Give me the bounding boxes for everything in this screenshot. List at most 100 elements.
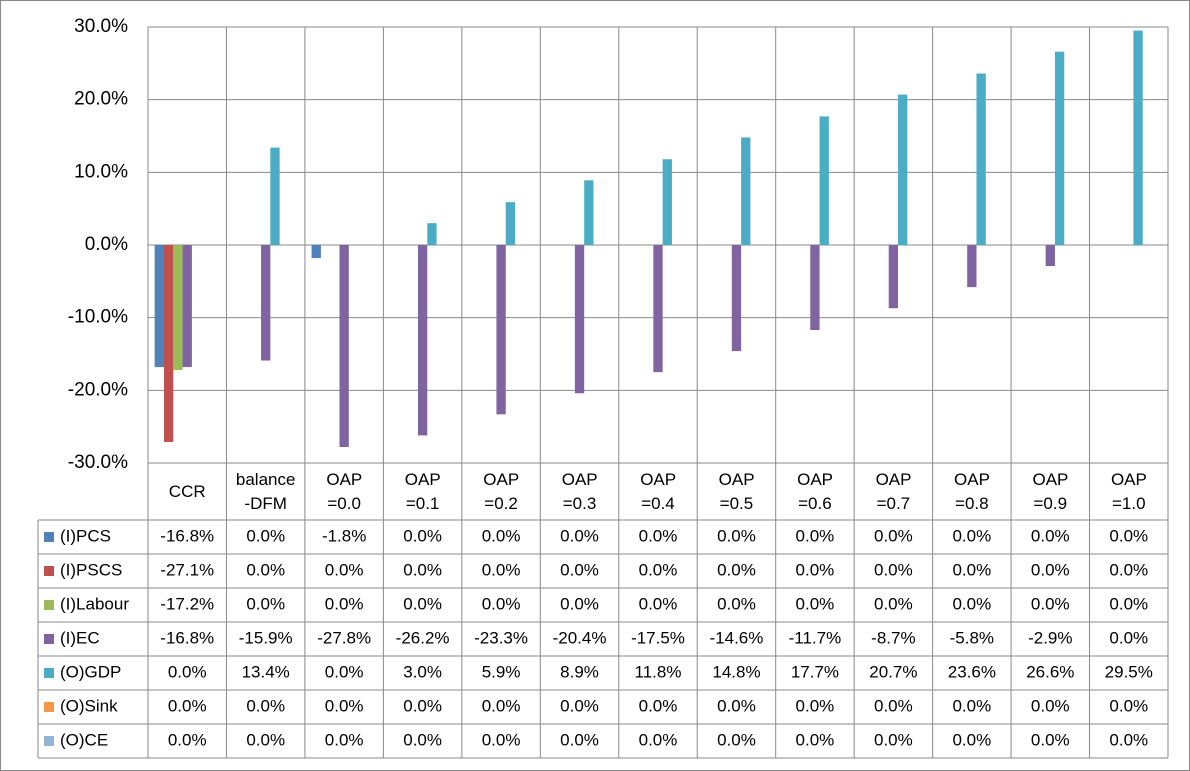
table-cell: 20.7% bbox=[869, 662, 917, 681]
bar bbox=[1054, 51, 1065, 245]
x-tick-label: CCR bbox=[168, 481, 206, 501]
legend-label: (I)Labour bbox=[60, 594, 129, 613]
category-header: OAP =0.8 bbox=[933, 463, 1011, 520]
x-tick-label: OAP =0.4 bbox=[640, 469, 677, 513]
table-cell: 0.0% bbox=[874, 560, 913, 579]
legend-label: (O)GDP bbox=[60, 662, 121, 681]
table-cell: -2.9% bbox=[1028, 628, 1072, 647]
x-tick-label: OAP =0.2 bbox=[483, 469, 520, 513]
category-header: OAP =0.4 bbox=[619, 463, 697, 520]
y-tick-label: 20.0% bbox=[74, 89, 128, 110]
table-cell: 14.8% bbox=[712, 662, 760, 681]
bar bbox=[311, 245, 321, 259]
table-cell: 0.0% bbox=[874, 696, 913, 715]
table-cell: 0.0% bbox=[874, 730, 913, 749]
x-tick-label: OAP =0.7 bbox=[875, 469, 912, 513]
bar bbox=[182, 245, 192, 368]
table-cell: 0.0% bbox=[952, 696, 991, 715]
legend-swatch bbox=[44, 532, 54, 542]
legend-swatch bbox=[44, 600, 54, 610]
x-tick-label: OAP =0.1 bbox=[404, 469, 441, 513]
legend-label: (I)PSCS bbox=[60, 560, 122, 579]
table-cell: 0.0% bbox=[874, 526, 913, 545]
table-cell: 0.0% bbox=[325, 662, 364, 681]
table-cell: 0.0% bbox=[796, 696, 835, 715]
table-cell: 0.0% bbox=[1109, 594, 1148, 613]
legend-swatch bbox=[44, 702, 54, 712]
table-cell: 0.0% bbox=[168, 730, 207, 749]
table-cell: 0.0% bbox=[952, 560, 991, 579]
bar bbox=[505, 202, 516, 245]
table-cell: 0.0% bbox=[639, 526, 678, 545]
table-cell: -23.3% bbox=[474, 628, 528, 647]
category-header: CCR bbox=[148, 463, 226, 520]
table-cell: 0.0% bbox=[482, 560, 521, 579]
table-cell: 0.0% bbox=[639, 696, 678, 715]
table-cell: 0.0% bbox=[482, 730, 521, 749]
x-tick-label: OAP =0.6 bbox=[797, 469, 834, 513]
legend-label: (I)EC bbox=[60, 628, 100, 647]
table-cell: 0.0% bbox=[952, 730, 991, 749]
table-cell: 0.0% bbox=[796, 560, 835, 579]
table-cell: 0.0% bbox=[560, 730, 599, 749]
table-cell: -17.2% bbox=[160, 594, 214, 613]
table-cell: -20.4% bbox=[553, 628, 607, 647]
table-cell: 0.0% bbox=[796, 526, 835, 545]
category-header: OAP =0.3 bbox=[540, 463, 618, 520]
bar bbox=[741, 137, 751, 245]
bar bbox=[584, 180, 594, 245]
bar bbox=[270, 147, 280, 245]
x-tick-label: OAP =0.9 bbox=[1032, 469, 1069, 513]
table-cell: 0.0% bbox=[1109, 526, 1148, 545]
bar bbox=[163, 245, 174, 442]
table-cell: 0.0% bbox=[717, 696, 756, 715]
legend-label: (O)CE bbox=[60, 730, 108, 749]
bar bbox=[417, 245, 428, 436]
bar bbox=[731, 245, 742, 352]
table-cell: 0.0% bbox=[560, 560, 599, 579]
table-cell: 0.0% bbox=[403, 696, 442, 715]
category-header: OAP =0.5 bbox=[697, 463, 775, 520]
table-cell: 0.0% bbox=[246, 526, 285, 545]
bar bbox=[653, 245, 663, 373]
table-cell: -5.8% bbox=[950, 628, 994, 647]
table-cell: 0.0% bbox=[639, 560, 678, 579]
table-cell: 0.0% bbox=[796, 594, 835, 613]
table-cell: 0.0% bbox=[1031, 560, 1070, 579]
table-cell: 0.0% bbox=[403, 560, 442, 579]
category-header: OAP =0.0 bbox=[305, 463, 383, 520]
table-cell: -14.6% bbox=[710, 628, 764, 647]
bar bbox=[339, 245, 349, 448]
x-tick-label: OAP =1.0 bbox=[1110, 469, 1147, 513]
legend-swatch bbox=[44, 736, 54, 746]
table-cell: 0.0% bbox=[796, 730, 835, 749]
table-cell: 0.0% bbox=[560, 526, 599, 545]
category-header: OAP =0.2 bbox=[462, 463, 540, 520]
bar bbox=[662, 159, 672, 245]
table-cell: 0.0% bbox=[1031, 730, 1070, 749]
table-cell: 0.0% bbox=[952, 594, 991, 613]
category-header: OAP =0.9 bbox=[1011, 463, 1089, 520]
table-cell: 0.0% bbox=[246, 594, 285, 613]
bar bbox=[1045, 245, 1055, 267]
x-tick-label: balance -DFM bbox=[235, 469, 296, 513]
bar bbox=[1133, 30, 1143, 246]
bar bbox=[574, 245, 585, 394]
table-cell: 0.0% bbox=[717, 560, 756, 579]
table-cell: 0.0% bbox=[1031, 526, 1070, 545]
table-cell: 0.0% bbox=[560, 696, 599, 715]
table-cell: 5.9% bbox=[482, 662, 521, 681]
x-tick-label: OAP =0.5 bbox=[718, 469, 755, 513]
table-cell: 0.0% bbox=[246, 696, 285, 715]
legend-swatch bbox=[44, 668, 54, 678]
table-cell: -11.7% bbox=[789, 628, 842, 647]
legend-label: (O)Sink bbox=[60, 696, 118, 715]
y-tick-label: 10.0% bbox=[74, 161, 128, 182]
table-cell: 0.0% bbox=[482, 594, 521, 613]
bar bbox=[967, 245, 977, 288]
table-cell: 0.0% bbox=[403, 526, 442, 545]
table-cell: 0.0% bbox=[717, 730, 756, 749]
legend-swatch bbox=[44, 566, 54, 576]
